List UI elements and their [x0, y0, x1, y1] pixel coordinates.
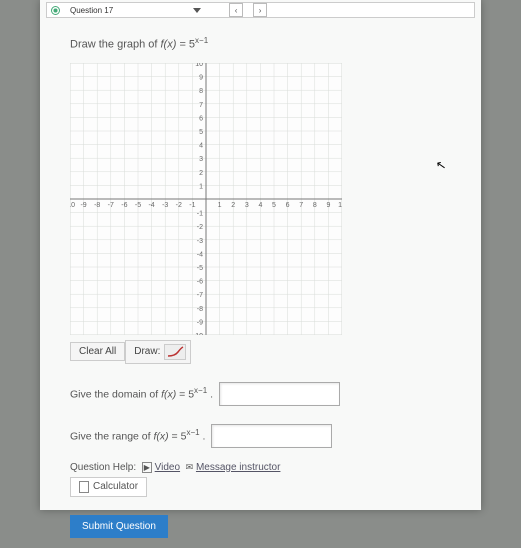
domain-question: Give the domain of f(x) = 5x−1 .	[70, 382, 451, 406]
help-label: Question Help:	[70, 462, 136, 473]
svg-text:-7: -7	[197, 292, 203, 299]
next-button[interactable]: ›	[253, 3, 267, 17]
svg-text:-4: -4	[148, 202, 154, 209]
question-label: Question 17	[70, 6, 113, 15]
svg-text:8: 8	[313, 202, 317, 209]
range-text: Give the range of f(x) = 5x−1 .	[70, 428, 205, 443]
svg-text:-10: -10	[70, 202, 75, 209]
prompt-eq: = 5	[176, 39, 195, 51]
draw-label: Draw:	[134, 346, 160, 357]
dropdown-icon[interactable]	[193, 8, 201, 13]
svg-text:-3: -3	[162, 202, 168, 209]
svg-text:3: 3	[199, 156, 203, 163]
svg-text:7: 7	[199, 101, 203, 108]
video-icon: ▶	[142, 462, 152, 473]
domain-text: Give the domain of f(x) = 5x−1 .	[70, 386, 213, 401]
svg-text:-9: -9	[80, 202, 86, 209]
svg-text:2: 2	[199, 169, 203, 176]
draw-tool[interactable]: Draw:	[125, 340, 191, 364]
svg-text:2: 2	[231, 202, 235, 209]
svg-text:-5: -5	[197, 265, 203, 272]
svg-text:-7: -7	[108, 202, 114, 209]
calculator-label: Calculator	[93, 481, 138, 492]
prompt-exp: x−1	[195, 36, 208, 45]
domain-input[interactable]	[219, 382, 340, 406]
svg-text:-10: -10	[193, 333, 203, 335]
svg-text:-2: -2	[176, 202, 182, 209]
prev-button[interactable]: ‹	[229, 3, 243, 17]
prompt-text: Draw the graph of f(x) = 5x−1	[70, 36, 451, 51]
svg-text:7: 7	[299, 202, 303, 209]
graph-grid[interactable]: -10 -9 -8 -7 -6 -5 -4 -3 -2 -1 1 2 3 4 5 6 7 8 9 10 -10 -9 -8 -…	[70, 63, 342, 335]
svg-text:-6: -6	[121, 202, 127, 209]
question-header: Question 17 ‹ ›	[46, 2, 475, 18]
svg-text:-5: -5	[135, 202, 141, 209]
svg-text:8: 8	[199, 88, 203, 95]
svg-text:-3: -3	[197, 237, 203, 244]
svg-text:1: 1	[199, 183, 203, 190]
svg-text:-4: -4	[197, 251, 203, 258]
svg-text:9: 9	[199, 74, 203, 81]
svg-text:9: 9	[326, 202, 330, 209]
svg-text:-1: -1	[197, 210, 203, 217]
message-instructor-link[interactable]: Message instructor	[196, 462, 280, 473]
svg-text:4: 4	[199, 142, 203, 149]
content-area: Draw the graph of f(x) = 5x−1 -10-9-8-7-…	[40, 18, 481, 548]
svg-text:-8: -8	[94, 202, 100, 209]
svg-text:4: 4	[258, 202, 262, 209]
svg-text:5: 5	[272, 202, 276, 209]
calculator-icon	[79, 481, 89, 493]
curve-preview	[164, 344, 186, 360]
clear-all-button[interactable]: Clear All	[70, 342, 125, 361]
svg-text:-9: -9	[197, 319, 203, 326]
svg-text:1: 1	[218, 202, 222, 209]
svg-text:-6: -6	[197, 278, 203, 285]
submit-button[interactable]: Submit Question	[70, 515, 168, 538]
prompt-prefix: Draw the graph of	[70, 39, 161, 51]
calculator-button[interactable]: Calculator	[70, 477, 147, 497]
svg-text:-1: -1	[189, 202, 195, 209]
page: Question 17 ‹ › Draw the graph of f(x) =…	[40, 0, 481, 510]
range-question: Give the range of f(x) = 5x−1 .	[70, 424, 451, 448]
svg-text:5: 5	[199, 129, 203, 136]
help-row: Question Help: ▶ Video ✉ Message instruc…	[70, 462, 451, 473]
graph-area[interactable]: -10 -9 -8 -7 -6 -5 -4 -3 -2 -1 1 2 3 4 5 6 7 8 9 10 -10 -9 -8 -…	[70, 63, 451, 338]
prompt-fx: f(x)	[161, 39, 177, 51]
range-input[interactable]	[211, 424, 332, 448]
question-radio-icon	[51, 6, 60, 15]
svg-text:-8: -8	[197, 305, 203, 312]
video-link[interactable]: Video	[155, 462, 180, 473]
svg-text:3: 3	[245, 202, 249, 209]
svg-text:10: 10	[338, 202, 342, 209]
draw-toolbar: Clear All Draw:	[70, 340, 451, 364]
svg-text:-2: -2	[197, 224, 203, 231]
message-icon: ✉	[186, 462, 194, 472]
svg-text:6: 6	[286, 202, 290, 209]
svg-text:6: 6	[199, 115, 203, 122]
svg-text:10: 10	[195, 63, 203, 68]
